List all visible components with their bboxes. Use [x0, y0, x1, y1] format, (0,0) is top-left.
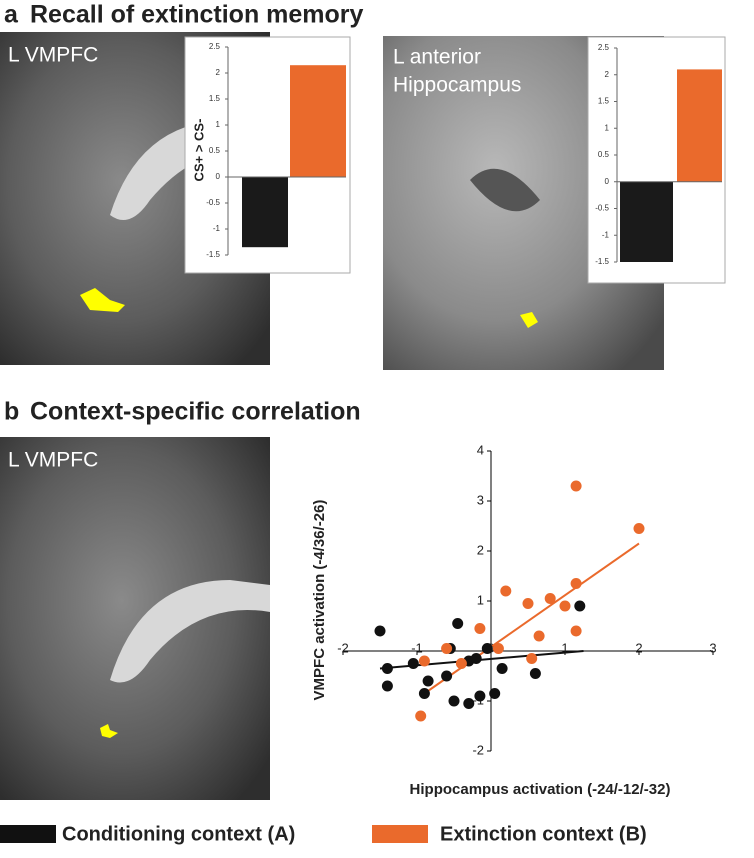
panel-letter: a [4, 1, 19, 29]
point [570, 480, 582, 492]
y-tick-label: -2 [472, 742, 484, 757]
point [452, 618, 464, 629]
y-tick-label: -0.5 [206, 198, 220, 207]
point [500, 585, 512, 597]
image-label: L anterior [393, 46, 481, 69]
point [381, 680, 393, 692]
point [492, 643, 504, 654]
y-tick-label: -1.5 [206, 250, 220, 259]
y-tick-label: 2.5 [598, 43, 610, 52]
y-tick-label: 1.5 [209, 94, 221, 103]
image-label: L VMPFC [8, 449, 98, 472]
x-tick-label: -2 [337, 640, 349, 655]
point [570, 578, 582, 589]
point [441, 670, 453, 682]
y-tick-label: 1 [216, 120, 221, 129]
point [415, 710, 427, 722]
y-tick-label: 2 [477, 542, 484, 557]
point [381, 663, 393, 674]
bar [242, 177, 288, 248]
point [633, 523, 645, 534]
x-tick-label: 1 [561, 640, 568, 655]
legend-label: Extinction context (B) [440, 823, 647, 845]
point [422, 675, 434, 687]
point [533, 630, 545, 642]
panel-title: Recall of extinction memory [30, 1, 364, 29]
point [463, 698, 475, 709]
point [418, 688, 430, 699]
bar [620, 181, 673, 262]
y-tick-label: -1 [602, 230, 610, 239]
point [448, 695, 460, 707]
brain-image: L VMPFC [0, 437, 270, 800]
y-tick-label: 2 [216, 68, 221, 77]
y-tick-label: 0 [216, 172, 221, 181]
point [496, 663, 508, 674]
point [489, 688, 501, 699]
y-tick-label: 3 [477, 492, 484, 507]
x-tick-label: 2 [635, 640, 642, 655]
image-label: Hippocampus [393, 74, 521, 97]
x-tick-label: -1 [411, 640, 423, 655]
point [529, 668, 541, 679]
panel-title: Context-specific correlation [30, 398, 361, 426]
y-tick-label: -1.5 [595, 257, 609, 266]
bar [677, 69, 722, 182]
y-axis-label: VMPFC activation (-4/36/-26) [311, 500, 328, 701]
point [418, 655, 430, 667]
point [407, 658, 419, 669]
point [441, 643, 453, 654]
y-axis-label: CS+ > CS- [191, 119, 206, 182]
point [481, 643, 493, 654]
x-axis-label: Hippocampus activation (-24/-12/-32) [410, 781, 671, 798]
legend-swatch [372, 825, 428, 843]
y-tick-label: 1 [605, 123, 610, 132]
point [455, 658, 467, 669]
point [522, 598, 534, 609]
point [470, 653, 482, 664]
y-tick-label: -0.5 [595, 204, 609, 213]
y-tick-label: 0.5 [598, 150, 610, 159]
y-tick-label: 1.5 [598, 97, 610, 106]
y-tick-label: 0 [605, 177, 610, 186]
point [374, 625, 386, 637]
legend-label: Conditioning context (A) [62, 823, 295, 845]
point [574, 600, 586, 612]
point [544, 593, 556, 604]
y-tick-label: 0.5 [209, 146, 221, 155]
bar [290, 65, 346, 177]
y-tick-label: 1 [477, 592, 484, 607]
point [570, 625, 582, 637]
image-label: L VMPFC [8, 44, 98, 67]
point [559, 600, 571, 612]
y-tick-label: 2.5 [209, 42, 221, 51]
panel-letter: b [4, 398, 19, 426]
y-tick-label: -1 [213, 224, 221, 233]
point [474, 623, 486, 634]
point [474, 690, 486, 702]
y-tick-label: 4 [477, 442, 484, 457]
y-tick-label: 2 [605, 70, 610, 79]
x-tick-label: 3 [709, 640, 716, 655]
point [526, 653, 538, 664]
legend-swatch [0, 825, 56, 843]
